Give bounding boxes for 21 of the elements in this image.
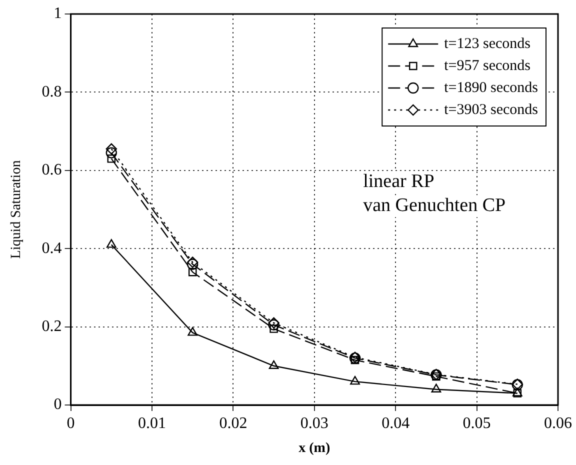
y-tick-label: 1 (54, 5, 62, 22)
x-tick-label: 0.02 (219, 414, 248, 432)
x-tick-label: 0 (66, 414, 75, 432)
legend-label: t=123 seconds (444, 36, 531, 52)
y-tick-label: 0 (54, 396, 62, 414)
x-tick-label: 0.06 (544, 414, 572, 432)
y-tick-label: 0.8 (42, 83, 62, 100)
y-axis-title: Liquid Saturation (9, 160, 24, 259)
x-tick-label: 0.01 (138, 414, 166, 432)
legend-label: t=1890 seconds (444, 80, 538, 96)
x-axis-title: x (m) (298, 441, 330, 456)
annotation: linear RP (363, 171, 434, 192)
x-tick-label: 0.03 (300, 414, 328, 432)
y-tick-label: 0.2 (42, 318, 62, 336)
y-tick-label: 0.6 (42, 162, 62, 179)
annotation: van Genuchten CP (363, 195, 506, 216)
y-tick-label: 0.4 (42, 240, 62, 257)
legend-label: t=957 seconds (444, 58, 531, 74)
x-tick-label: 0.04 (382, 414, 410, 432)
x-tick-label: 0.05 (462, 414, 491, 432)
legend-label: t=3903 seconds (444, 102, 538, 118)
